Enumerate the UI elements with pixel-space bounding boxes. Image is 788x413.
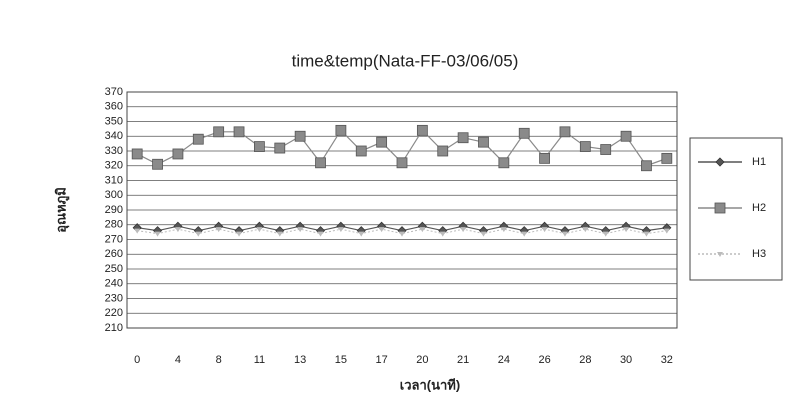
legend-label: H1	[752, 156, 766, 168]
marker	[152, 158, 163, 170]
marker	[419, 227, 426, 233]
marker	[498, 157, 510, 169]
y-tick-label: 270	[105, 233, 123, 245]
marker	[131, 148, 143, 160]
marker	[478, 136, 489, 148]
y-tick-label: 280	[105, 219, 123, 231]
marker	[337, 227, 344, 233]
marker	[276, 231, 283, 237]
marker	[213, 126, 225, 138]
y-tick-label: 330	[105, 145, 123, 157]
marker	[480, 231, 487, 237]
chart-title: time&temp(Nata-FF-03/06/05)	[292, 51, 519, 70]
marker	[500, 227, 507, 233]
marker	[254, 141, 265, 152]
x-tick-label: 24	[498, 354, 510, 366]
x-tick-label: 17	[376, 354, 388, 366]
marker	[215, 227, 222, 233]
marker	[256, 227, 263, 233]
marker	[399, 231, 405, 237]
plot-area	[126, 91, 678, 329]
marker	[172, 148, 184, 160]
marker	[582, 227, 589, 233]
marker	[714, 202, 726, 214]
marker	[717, 252, 723, 257]
y-tick-label: 370	[105, 86, 123, 98]
y-tick-label: 290	[105, 204, 123, 216]
x-tick-label: 0	[134, 354, 140, 366]
y-tick-label: 350	[105, 115, 123, 127]
marker	[416, 124, 428, 136]
x-tick-label: 32	[661, 354, 673, 366]
marker	[233, 126, 245, 138]
x-tick-label: 20	[416, 354, 428, 366]
marker	[661, 152, 673, 164]
marker	[457, 132, 469, 144]
marker	[358, 231, 365, 237]
marker	[641, 160, 652, 172]
marker	[663, 228, 670, 234]
marker	[297, 227, 304, 233]
marker	[192, 133, 204, 145]
marker	[579, 141, 591, 152]
legend-label: H3	[752, 248, 766, 260]
marker	[195, 231, 202, 237]
y-tick-label: 230	[105, 292, 123, 304]
marker	[355, 145, 367, 157]
marker	[623, 227, 630, 233]
y-axis-title: อุณหภูมิ	[53, 187, 69, 233]
marker	[602, 231, 609, 237]
legend-label: H2	[752, 202, 766, 214]
marker	[154, 231, 161, 237]
marker	[396, 157, 408, 169]
y-tick-label: 300	[105, 189, 123, 201]
y-tick-label: 310	[105, 174, 123, 186]
x-tick-label: 26	[538, 354, 550, 366]
marker	[274, 142, 286, 154]
marker	[236, 231, 243, 237]
marker	[134, 228, 141, 234]
y-tick-label: 240	[105, 278, 123, 290]
y-tick-label: 340	[105, 130, 123, 142]
marker	[315, 157, 326, 169]
x-tick-label: 13	[294, 354, 306, 366]
y-tick-label: 320	[105, 160, 123, 172]
marker	[378, 227, 385, 233]
marker	[460, 227, 467, 233]
marker	[294, 130, 306, 142]
marker	[539, 152, 550, 164]
x-tick-label: 21	[457, 354, 469, 366]
marker	[376, 136, 388, 148]
legend-box	[689, 137, 783, 281]
marker	[561, 231, 568, 237]
x-tick-label: 28	[579, 354, 591, 366]
marker	[600, 144, 612, 155]
y-tick-label: 250	[105, 263, 123, 275]
marker	[643, 231, 650, 237]
marker	[437, 145, 449, 157]
x-tick-label: 8	[216, 354, 222, 366]
marker	[518, 127, 530, 139]
y-tick-label: 220	[105, 307, 123, 319]
x-axis-title: เวลา(นาที)	[400, 377, 460, 392]
marker	[559, 126, 571, 138]
marker	[439, 231, 446, 237]
marker	[174, 227, 181, 233]
x-tick-label: 11	[254, 354, 265, 366]
y-tick-label: 210	[105, 322, 123, 334]
y-tick-label: 260	[105, 248, 123, 260]
x-tick-label: 15	[335, 354, 347, 366]
marker	[620, 130, 632, 142]
y-tick-label: 360	[105, 101, 123, 113]
marker	[335, 124, 347, 136]
marker	[715, 157, 725, 167]
marker	[541, 227, 548, 233]
marker	[317, 231, 324, 237]
x-tick-label: 30	[620, 354, 632, 366]
marker	[521, 231, 528, 237]
x-tick-label: 4	[175, 354, 181, 366]
